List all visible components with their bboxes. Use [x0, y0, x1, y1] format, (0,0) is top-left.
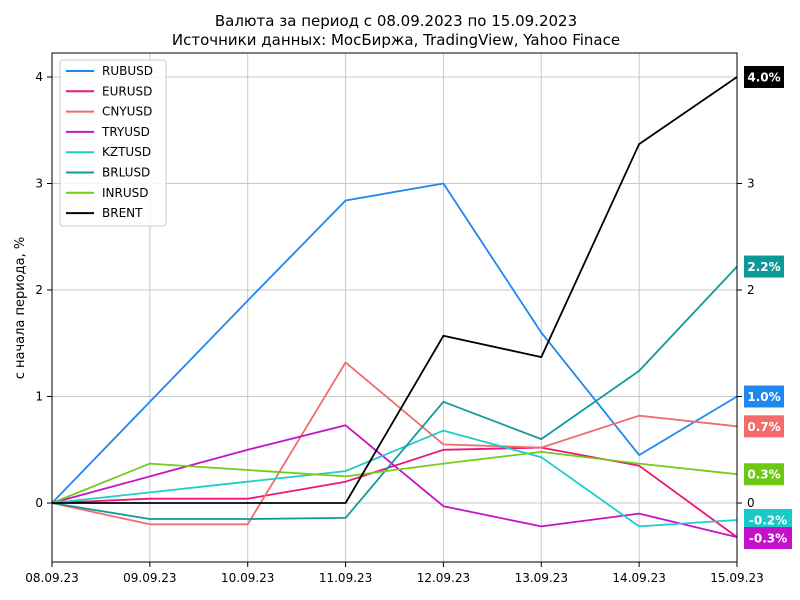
- end-label-brent: 4.0%: [747, 71, 780, 85]
- series-line-tryusd: [51, 424, 738, 538]
- series-line-rubusd: [51, 182, 738, 504]
- plot-frame: [51, 52, 738, 563]
- x-tick-label: 13.09.23: [515, 571, 568, 585]
- legend-label-cnyusd: CNYUSD: [102, 105, 152, 119]
- legend-label-eurusd: EURUSD: [102, 84, 152, 98]
- end-label-kztusd: -0.2%: [749, 514, 787, 528]
- legend-label-kztusd: KZTUSD: [102, 145, 151, 159]
- x-ticks: 08.09.23 09.09.23 10.09.23 11.09.23 12.09.23…: [25, 562, 764, 585]
- end-label-tryusd: -0.3%: [749, 532, 787, 546]
- legend-label-inrusd: INRUSD: [102, 186, 149, 200]
- legend-label-tryusd: TRYUSD: [101, 125, 150, 139]
- y-tick-label: 3: [35, 177, 43, 191]
- y-right-tick-label: 3: [747, 177, 755, 191]
- legend-label-brent: BRENT: [102, 206, 143, 220]
- end-label-rubusd: 1.0%: [747, 390, 780, 404]
- y-right-tick-label: 0: [747, 496, 755, 510]
- legend-box: [59, 59, 167, 227]
- y-right-tick-label: 2: [747, 283, 755, 297]
- series-line-brlusd: [51, 265, 738, 520]
- series-line-kztusd: [51, 429, 738, 528]
- legend-label-rubusd: RUBUSD: [102, 64, 153, 78]
- end-badge-brent: [744, 66, 784, 88]
- y-tick-label: 0: [35, 496, 43, 510]
- y-ticks-left: 0 1 2 3 4: [35, 70, 52, 510]
- chart-subtitle: Источники данных: МосБиржа, TradingView,…: [172, 31, 620, 49]
- y-axis-label: с начала периода, %: [13, 237, 28, 380]
- y-tick-label: 1: [35, 390, 43, 404]
- x-tick-label: 08.09.23: [25, 571, 78, 585]
- x-tick-label: 14.09.23: [612, 571, 665, 585]
- legend: RUBUSD EURUSD CNYUSD TRYUSD KZTUSD BRLUSD INRU…: [59, 59, 167, 227]
- end-label-inrusd: 0.3%: [747, 468, 780, 482]
- x-tick-label: 11.09.23: [319, 571, 372, 585]
- end-badge-inrusd: [744, 463, 784, 486]
- x-tick-label: 09.09.23: [123, 571, 176, 585]
- series-line-inrusd: [51, 450, 738, 504]
- chart-title: Валюта за период с 08.09.2023 по 15.09.2…: [215, 12, 577, 30]
- end-label-cnyusd: 0.7%: [747, 420, 780, 434]
- end-label-brlusd: 2.2%: [747, 260, 780, 274]
- end-badge-tryusd: [744, 527, 792, 550]
- x-tick-label: 10.09.23: [221, 571, 274, 585]
- end-badge-cnyusd: [744, 415, 784, 438]
- series-line-brent: [52, 76, 738, 504]
- end-badge-rubusd: [744, 385, 784, 408]
- end-badge-brlusd: [744, 255, 784, 278]
- end-badge-kztusd: [744, 509, 792, 532]
- series-lines: [51, 76, 738, 538]
- x-tick-label: 15.09.23: [710, 571, 763, 585]
- end-value-badges: 4.0% 2.2% 1.0% 0.7% 0.3% -0.2% -0.3%: [744, 66, 792, 550]
- legend-label-brlusd: BRLUSD: [102, 166, 150, 180]
- y-tick-label: 2: [35, 283, 43, 297]
- series-line-cnyusd: [51, 361, 738, 526]
- y-tick-label: 4: [35, 70, 43, 84]
- x-tick-label: 12.09.23: [417, 571, 470, 585]
